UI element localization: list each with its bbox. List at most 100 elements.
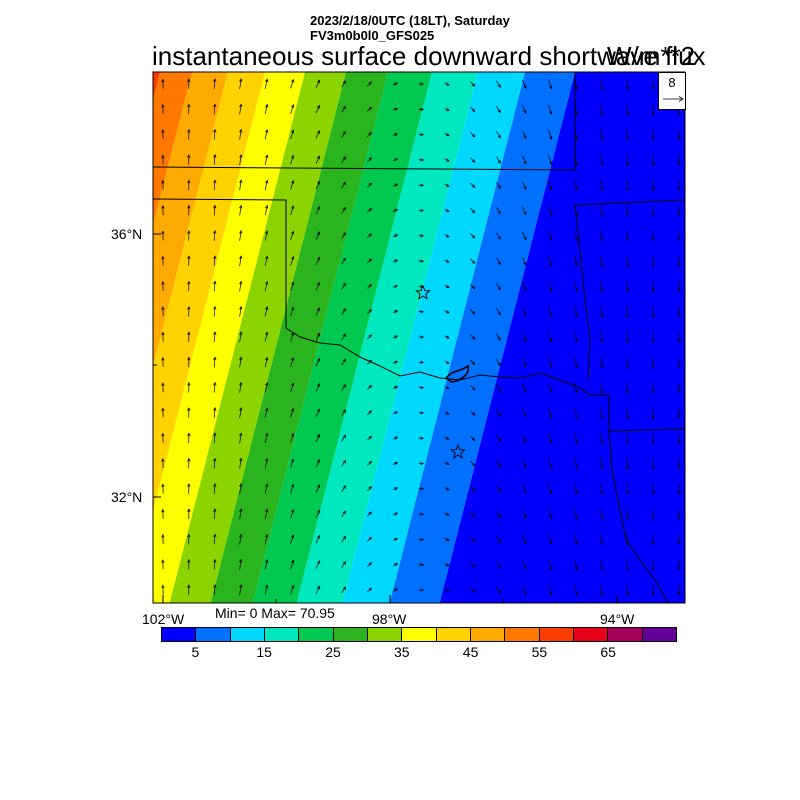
wind-arrow <box>239 179 243 191</box>
wind-arrow <box>600 255 604 268</box>
wind-arrow <box>315 231 320 240</box>
wind-arrow <box>444 209 450 213</box>
wind-arrow <box>470 385 476 391</box>
colorbar-swatch <box>264 628 300 641</box>
shaded-band <box>342 72 525 603</box>
shaded-band <box>0 72 102 603</box>
wind-arrow <box>470 536 476 543</box>
wind-arrow <box>315 433 320 443</box>
wind-arrow <box>522 307 527 317</box>
wind-arrow <box>574 306 578 318</box>
wind-arrow <box>264 457 269 469</box>
colorbar-swatch <box>230 628 265 641</box>
wind-arrow <box>522 535 527 545</box>
wind-arrow <box>522 383 527 393</box>
wind-arrow <box>367 385 373 390</box>
wind-arrow <box>213 305 217 317</box>
wind-arrow <box>651 129 655 141</box>
wind-arrow <box>470 461 476 467</box>
wind-arrow <box>418 436 425 440</box>
wind-arrow <box>600 179 604 192</box>
wind-arrow <box>315 560 320 569</box>
wind-arrow <box>444 563 450 567</box>
wind-arrow <box>444 234 450 238</box>
wind-arrow <box>625 255 630 268</box>
wind-arrow <box>625 230 630 242</box>
wind-arrow <box>315 484 320 493</box>
wind-arrow <box>239 331 243 343</box>
wind-arrow <box>600 458 604 470</box>
wind-arrow <box>392 436 399 440</box>
wind-arrow <box>161 205 165 216</box>
wind-arrow <box>677 281 681 293</box>
wind-arrow <box>341 333 346 341</box>
wind-arrow <box>264 584 269 595</box>
wind-arrow <box>161 584 165 595</box>
wind-arrow <box>470 233 476 239</box>
wind-arrow <box>548 129 553 140</box>
wind-arrow <box>213 179 217 191</box>
wind-arrow <box>239 457 243 469</box>
wind-arrow <box>574 483 578 495</box>
colorbar-label: 5 <box>191 644 200 660</box>
wind-arrow <box>651 306 655 318</box>
wind-arrow <box>470 334 476 340</box>
wind-arrow <box>651 104 655 116</box>
wind-arrow <box>418 537 425 542</box>
wind-arrow <box>161 407 165 418</box>
wind-arrow <box>625 458 630 470</box>
wind-arrow <box>470 511 476 517</box>
wind-arrow <box>264 103 269 115</box>
wind-arrow <box>625 559 630 571</box>
wind-arrow <box>213 229 217 241</box>
wind-arrow <box>392 411 399 415</box>
wind-arrow <box>600 205 604 217</box>
wind-arrow <box>470 359 476 366</box>
wind-arrow <box>213 78 217 90</box>
wind-arrow <box>625 306 630 318</box>
wind-arrow <box>290 180 295 190</box>
wind-arrow <box>651 357 655 369</box>
wind-arrow <box>600 230 604 242</box>
shaded-band <box>153 72 265 512</box>
wind-arrow <box>548 585 553 596</box>
wind-arrow <box>239 280 243 292</box>
wind-arrow <box>290 508 295 519</box>
wind-arrow <box>213 381 217 393</box>
wind-arrow <box>161 154 165 165</box>
wind-arrow <box>625 281 630 293</box>
wind-arrow <box>651 78 655 90</box>
wind-arrow <box>341 206 346 214</box>
colorbar-swatch <box>642 628 676 641</box>
forecast-datetime: 2023/2/18/0UTC (18LT), Saturday <box>310 13 510 28</box>
wind-arrow <box>290 483 295 494</box>
wind-arrow <box>496 80 501 88</box>
wind-arrow <box>290 281 295 291</box>
wind-arrow <box>625 78 630 91</box>
wind-arrow <box>213 103 217 115</box>
wind-arrow <box>213 457 217 469</box>
wind-arrow <box>548 408 553 419</box>
wind-arrow <box>213 128 217 140</box>
wind-arrow <box>496 131 501 139</box>
wind-arrow <box>264 280 269 292</box>
wind-arrow <box>341 383 346 391</box>
wind-arrow <box>213 204 217 216</box>
wind-arrow <box>651 508 655 521</box>
wind-arrow <box>651 205 655 217</box>
wind-arrow <box>315 509 320 519</box>
wind-arrow <box>677 180 681 191</box>
wind-arrow <box>418 563 425 567</box>
wind-arrow <box>392 209 399 213</box>
wind-arrow <box>239 584 243 596</box>
wind-arrow <box>418 411 425 415</box>
wind-arrow <box>213 432 217 444</box>
wind-arrow <box>522 282 527 292</box>
wind-arrow <box>548 484 553 495</box>
wind-arrow <box>315 256 320 266</box>
wind-arrow <box>444 487 450 491</box>
wind-arrow <box>444 259 450 263</box>
wind-arrow <box>496 181 501 190</box>
wind-arrow <box>290 458 295 468</box>
wind-arrow <box>367 182 373 188</box>
